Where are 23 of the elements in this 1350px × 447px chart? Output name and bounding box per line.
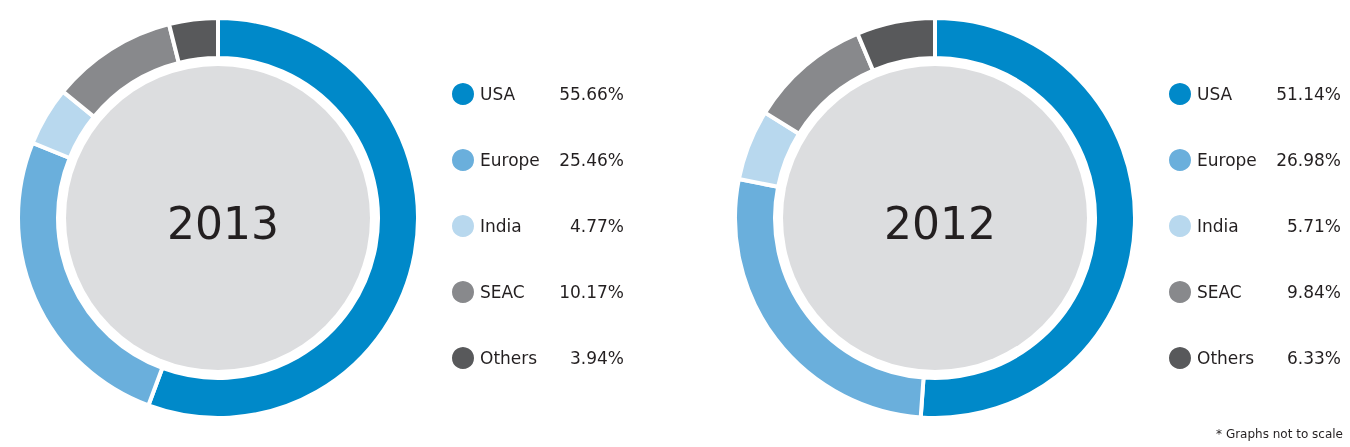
text: * Graphs not to scale [1216,427,1343,441]
legend-label: India [480,216,522,236]
legend-label: USA [480,84,516,104]
legend-label: Europe [1197,150,1257,170]
data-label: 51.14% [1276,84,1341,104]
data-label: 25.46% [559,150,624,170]
data-label: 26.98% [1276,150,1341,170]
legend-label: SEAC [480,282,525,302]
legend-label: Others [1197,348,1255,368]
legend-label: SEAC [1197,282,1242,302]
data-label: 5.71% [1286,216,1341,236]
legend-label: USA [1197,84,1233,104]
legend-label: Others [480,348,538,368]
legend-label: Europe [480,150,540,170]
data-label: 3.94% [569,348,624,368]
data-label: 4.77% [569,216,624,236]
text: 2013 [167,197,279,249]
data-label: 9.84% [1286,282,1341,302]
data-label: 10.17% [559,282,624,302]
data-label: 6.33% [1286,348,1341,368]
text: 2012 [884,197,996,249]
data-label: 55.66% [559,84,624,104]
legend-label: India [1197,216,1239,236]
